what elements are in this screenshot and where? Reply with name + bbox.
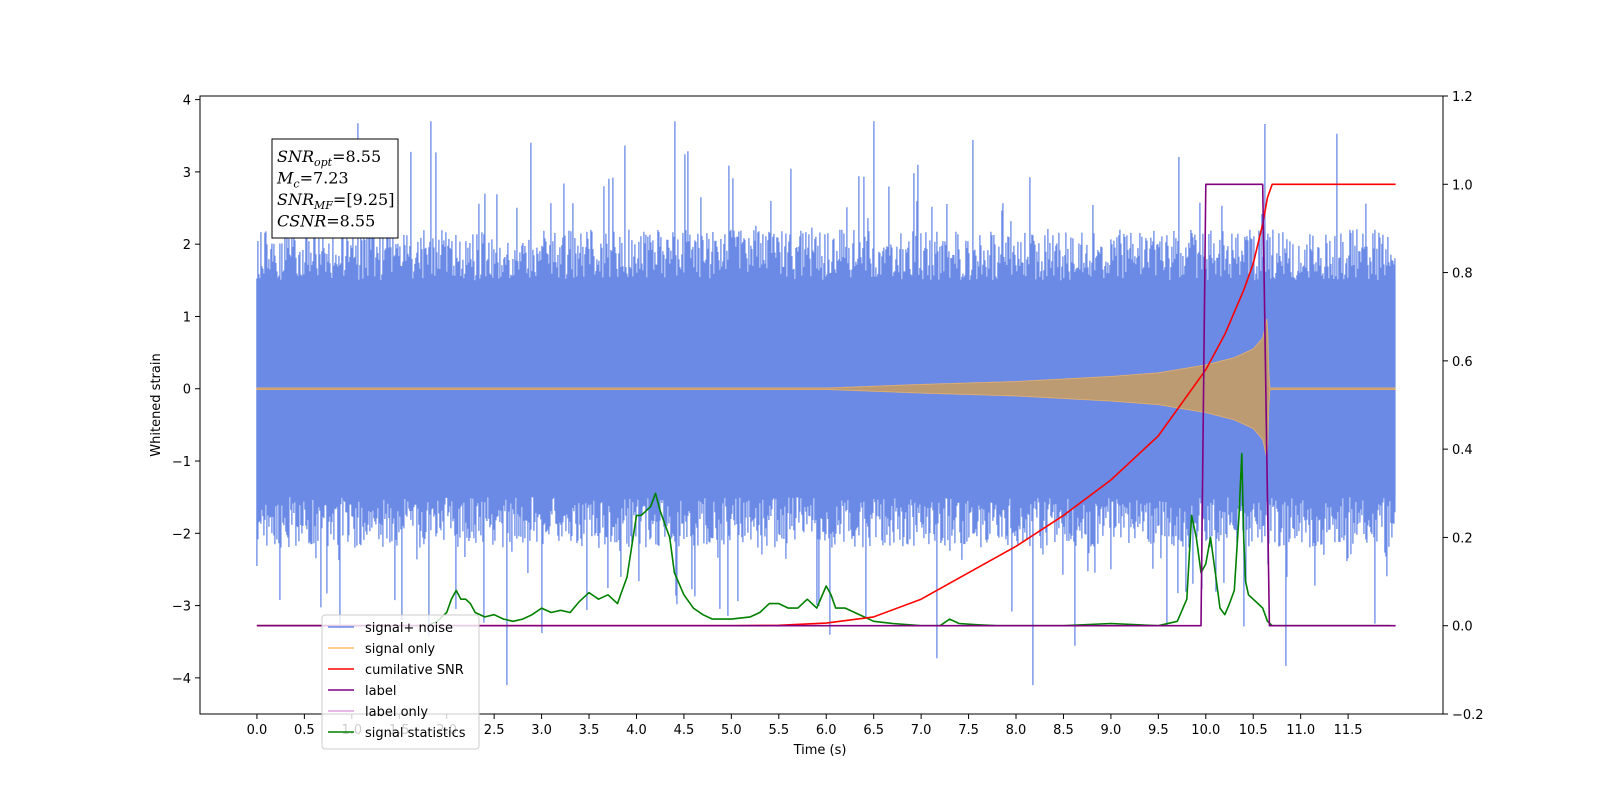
y-right-tick-label: 0.4 xyxy=(1452,443,1473,458)
y-left-tick-label: 3 xyxy=(183,166,191,181)
annotation-line: CSNR=8.55 xyxy=(277,212,375,231)
x-tick-label: 2.5 xyxy=(484,723,505,738)
annotation-line: Mc=7.23 xyxy=(276,169,349,191)
y-axis-label: Whitened strain xyxy=(149,353,164,456)
y-left-tick-label: 2 xyxy=(183,238,191,253)
x-tick-label: 6.5 xyxy=(863,723,884,738)
x-tick-label: 10.5 xyxy=(1239,723,1268,738)
series-signal-only xyxy=(256,318,1396,459)
x-tick-label: 9.0 xyxy=(1101,723,1122,738)
y-right-tick-label: 0.8 xyxy=(1452,267,1473,282)
x-tick-label: 8.5 xyxy=(1053,723,1074,738)
series-label xyxy=(256,183,1396,627)
y-right-tick-label: 0.6 xyxy=(1452,355,1473,370)
y-left-tick-label: 0 xyxy=(183,383,191,398)
legend: signal+ noise signal only cumilative SNR la… xyxy=(321,614,480,750)
y-right-tick-label: 0.2 xyxy=(1452,531,1473,546)
y-right-tick-label: 1.2 xyxy=(1452,90,1473,105)
x-tick-label: 10.0 xyxy=(1191,723,1220,738)
annotation-line: SNRopt=8.55 xyxy=(277,147,381,169)
y-left-tick-label: −3 xyxy=(172,600,191,615)
x-tick-label: 8.0 xyxy=(1006,723,1027,738)
y-axis-right: 1.2 1.0 0.8 0.6 0.4 0.2 0.0 −0.2 xyxy=(1443,90,1484,723)
x-tick-label: 11.0 xyxy=(1286,723,1315,738)
legend-frame xyxy=(321,614,480,750)
x-tick-label: 4.0 xyxy=(626,723,647,738)
x-tick-label: 7.0 xyxy=(911,723,932,738)
legend-entry: signal only xyxy=(365,642,435,657)
x-axis-label: Time (s) xyxy=(793,743,847,758)
x-tick-label: 6.0 xyxy=(816,723,837,738)
y-right-tick-label: −0.2 xyxy=(1452,708,1484,723)
y-left-tick-label: 4 xyxy=(183,94,191,109)
x-tick-label: 3.0 xyxy=(531,723,552,738)
annotation-line: SNRMF=[9.25] xyxy=(277,190,394,212)
x-tick-label: 3.5 xyxy=(579,723,600,738)
y-left-tick-label: −2 xyxy=(172,527,191,542)
plot-frame xyxy=(199,95,1444,715)
y-left-tick-label: −1 xyxy=(172,455,191,470)
legend-entry: cumilative SNR xyxy=(365,663,464,678)
x-tick-label: 0.5 xyxy=(294,723,315,738)
x-tick-label: 9.5 xyxy=(1148,723,1169,738)
x-tick-label: 0.0 xyxy=(247,723,268,738)
y-left-tick-label: −4 xyxy=(172,672,191,687)
x-tick-label: 4.5 xyxy=(674,723,695,738)
x-tick-label: 11.5 xyxy=(1334,723,1363,738)
y-left-tick-label: 1 xyxy=(183,310,191,325)
y-axis-left: 4 3 2 1 0 −1 −2 −3 −4 xyxy=(172,94,200,687)
series-signal-statistics xyxy=(256,452,1391,627)
annotation-frame xyxy=(271,138,399,239)
y-right-tick-label: 1.0 xyxy=(1452,178,1473,193)
legend-entry: signal statistics xyxy=(365,726,466,741)
x-tick-label: 5.0 xyxy=(721,723,742,738)
y-right-tick-label: 0.0 xyxy=(1452,620,1473,635)
legend-entry: label xyxy=(365,684,396,699)
legend-entry: signal+ noise xyxy=(365,621,453,636)
x-tick-label: 7.5 xyxy=(958,723,979,738)
series-layer xyxy=(256,121,1396,686)
legend-entry: label only xyxy=(365,705,428,720)
x-tick-label: 5.5 xyxy=(768,723,789,738)
